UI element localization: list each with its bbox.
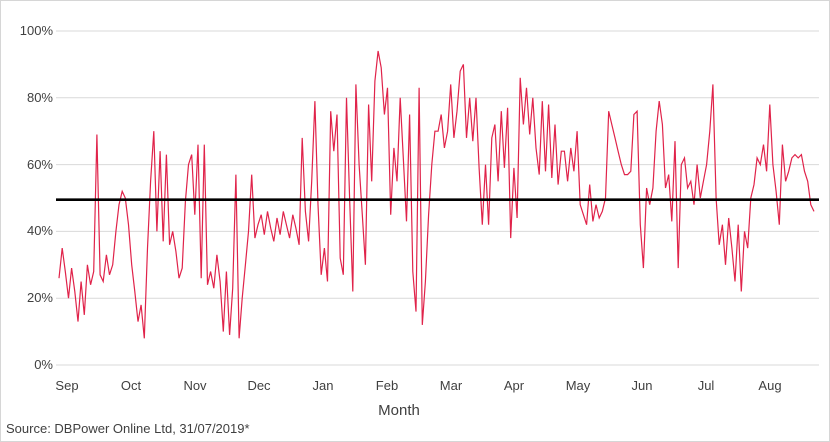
- x-axis-label-feb: Feb: [375, 378, 399, 393]
- y-axis-tick-100: 100%: [19, 23, 53, 38]
- x-axis-label-may: May: [565, 378, 591, 393]
- data-series-line: [58, 50, 815, 339]
- x-axis-label-nov: Nov: [183, 378, 207, 393]
- x-axis-label-jan: Jan: [312, 378, 334, 393]
- x-axis-label-jul: Jul: [697, 378, 715, 393]
- y-axis-tick-20: 20%: [26, 290, 53, 305]
- source-attribution: Source: DBPower Online Ltd, 31/07/2019*: [6, 421, 250, 436]
- y-axis-tick-0: 0%: [34, 357, 53, 372]
- y-axis-tick-60: 60%: [26, 157, 53, 172]
- x-axis-label-aug: Aug: [758, 378, 782, 393]
- x-axis-label-jun: Jun: [631, 378, 653, 393]
- x-axis-label-sep: Sep: [55, 378, 79, 393]
- y-axis-tick-80: 80%: [26, 90, 53, 105]
- y-axis-tick-40: 40%: [26, 223, 53, 238]
- x-axis-label-dec: Dec: [247, 378, 271, 393]
- x-axis-title: Month: [378, 402, 420, 419]
- x-axis-label-apr: Apr: [503, 378, 525, 393]
- x-axis-label-oct: Oct: [120, 378, 142, 393]
- x-axis-label-mar: Mar: [439, 378, 463, 393]
